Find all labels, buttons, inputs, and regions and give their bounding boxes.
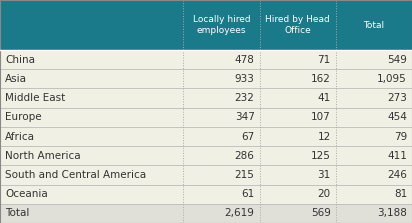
Text: 232: 232 [235,93,255,103]
Text: Locally hired
employees: Locally hired employees [193,15,250,35]
Bar [0,146,412,165]
Text: 12: 12 [318,132,331,142]
Bar [0,69,412,89]
Text: Africa: Africa [5,132,35,142]
Bar [0,127,412,146]
Text: Europe: Europe [5,112,42,122]
Text: 2,619: 2,619 [225,208,255,218]
Text: 3,188: 3,188 [377,208,407,218]
Text: 933: 933 [235,74,255,84]
Text: 569: 569 [311,208,331,218]
Text: South and Central America: South and Central America [5,170,146,180]
Text: Oceania: Oceania [5,189,48,199]
Text: 67: 67 [241,132,255,142]
Text: 454: 454 [387,112,407,122]
Bar [0,89,412,108]
Bar [0,50,412,69]
Text: Asia: Asia [5,74,27,84]
Text: 81: 81 [394,189,407,199]
Text: 478: 478 [235,55,255,65]
Text: 41: 41 [318,93,331,103]
Text: 31: 31 [318,170,331,180]
Bar [0,108,412,127]
Bar [0,0,412,50]
Text: 347: 347 [235,112,255,122]
Text: 215: 215 [235,170,255,180]
Text: North America: North America [5,151,81,161]
Text: 20: 20 [318,189,331,199]
Text: 71: 71 [318,55,331,65]
Text: Total: Total [5,208,29,218]
Bar [0,165,412,185]
Text: 125: 125 [311,151,331,161]
Text: 411: 411 [387,151,407,161]
Text: China: China [5,55,35,65]
Text: 273: 273 [387,93,407,103]
Text: 162: 162 [311,74,331,84]
Text: 286: 286 [235,151,255,161]
Bar [0,204,412,223]
Text: 107: 107 [311,112,331,122]
Text: 246: 246 [387,170,407,180]
Text: 61: 61 [241,189,255,199]
Text: Middle East: Middle East [5,93,65,103]
Text: 79: 79 [394,132,407,142]
Text: 1,095: 1,095 [377,74,407,84]
Text: Total: Total [363,21,384,29]
Text: 549: 549 [387,55,407,65]
Text: Hired by Head
Office: Hired by Head Office [265,15,330,35]
Bar [0,185,412,204]
